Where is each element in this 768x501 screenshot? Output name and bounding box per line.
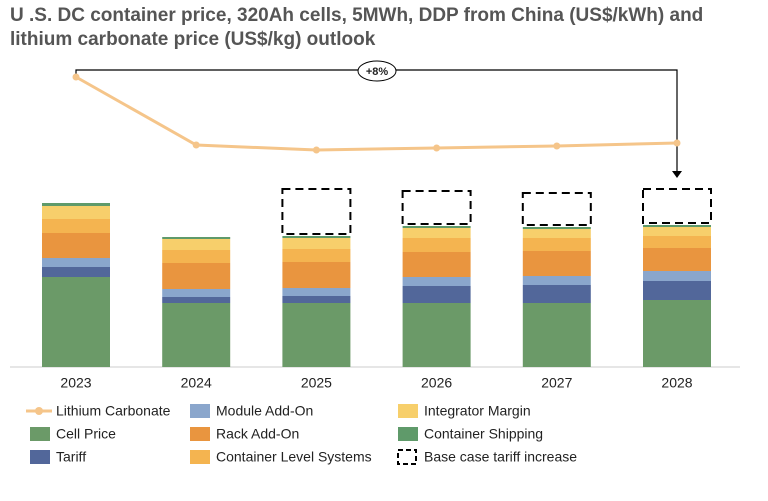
legend-label: Tariff [56, 449, 86, 465]
bar-segment [162, 303, 231, 367]
legend-label: Rack Add-On [216, 426, 299, 442]
bar-segment [162, 263, 231, 289]
legend-label: Container Level Systems [216, 449, 372, 465]
bar-segment [42, 258, 110, 267]
bar-segment [402, 303, 471, 367]
bar-segment [282, 303, 351, 367]
line-point [192, 141, 200, 149]
bar-segment [643, 236, 711, 248]
bar-segment [402, 286, 471, 303]
chart-title: U .S. DC container price, 320Ah cells, 5… [10, 5, 704, 50]
bar-segment [522, 276, 591, 285]
bar-segment [162, 250, 231, 263]
bar-segment [643, 227, 711, 236]
bar-segment [162, 289, 231, 297]
bar-segment [402, 228, 471, 238]
legend-swatch [30, 427, 50, 441]
bar-segment [282, 296, 351, 303]
x-tick-label: 2027 [541, 375, 572, 391]
legend-label: Base case tariff increase [424, 449, 577, 465]
x-tick-label: 2024 [181, 375, 212, 391]
legend-label: Module Add-On [216, 403, 313, 419]
legend-swatch [190, 404, 210, 418]
annotation: +8% [366, 66, 389, 78]
line-point [72, 73, 80, 81]
bar-segment [402, 277, 471, 286]
bar-segment [522, 285, 591, 303]
legend-swatch [397, 449, 417, 465]
legend-marker [35, 407, 43, 415]
tariff-increase-box [521, 192, 592, 226]
tariff-increase-box [642, 188, 712, 224]
bar-segment [643, 300, 711, 367]
bar-segment [402, 238, 471, 252]
legend-swatch [398, 427, 418, 441]
bar-segment [42, 219, 110, 233]
tariff-increase-box [281, 188, 352, 235]
bar-segment [522, 227, 591, 229]
annotation-arrow [672, 171, 682, 178]
bar-segment [162, 297, 231, 303]
bar-segment [643, 281, 711, 300]
bar-segment [522, 251, 591, 276]
legend-swatch [190, 450, 210, 464]
legend-label: Cell Price [56, 426, 116, 442]
line-point [673, 139, 681, 147]
bar-segment [162, 239, 231, 250]
bar-segment [402, 226, 471, 228]
x-tick-label: 2023 [60, 375, 91, 391]
annotation-bracket [75, 69, 678, 172]
x-tick-label: 2025 [301, 375, 332, 391]
legend-label: Container Shipping [424, 426, 543, 442]
bar-segment [162, 237, 231, 239]
bar-segment [643, 271, 711, 281]
bar-segment [282, 262, 351, 288]
bar-segment [42, 233, 110, 258]
tariff-increase-box [401, 190, 472, 225]
bar-segment [522, 238, 591, 251]
legend-label: Integrator Margin [424, 403, 531, 419]
annotation-oval [357, 60, 397, 82]
bar-segment [522, 229, 591, 238]
bar-segment [402, 252, 471, 277]
line-point [433, 144, 441, 152]
bar-segment [522, 303, 591, 367]
x-tick-label: 2026 [421, 375, 452, 391]
line-point [312, 146, 320, 154]
bar-segment [282, 288, 351, 296]
legend-swatch [190, 427, 210, 441]
bar-segment [42, 277, 110, 367]
bar-segment [643, 225, 711, 227]
x-tick-label: 2028 [661, 375, 692, 391]
bar-segment [282, 238, 351, 249]
line-point [553, 142, 561, 150]
bar-segment [42, 203, 110, 206]
bar-segment [42, 206, 110, 219]
bar-segment [282, 236, 351, 238]
bar-segment [42, 267, 110, 277]
bar-segment [282, 249, 351, 262]
line [75, 75, 678, 152]
legend-label: Lithium Carbonate [56, 403, 171, 419]
bar-segment [643, 248, 711, 271]
legend-swatch [30, 450, 50, 464]
legend-swatch [398, 404, 418, 418]
